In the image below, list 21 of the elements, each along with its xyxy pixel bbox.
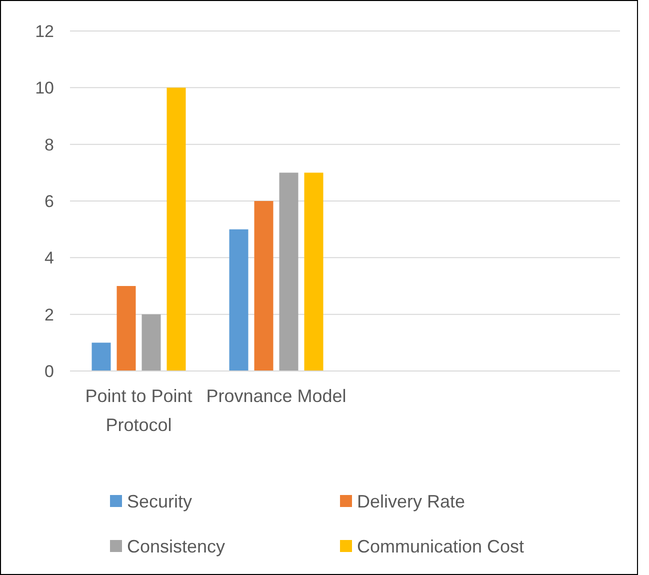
bar [229, 229, 248, 371]
bar [254, 201, 274, 371]
legend-label: Security [127, 491, 192, 512]
y-tick-label: 2 [44, 305, 54, 324]
legend-label: Delivery Rate [357, 491, 466, 512]
x-tick-label: Provnance Model [206, 386, 346, 406]
legend-label: Communication Cost [357, 536, 524, 556]
y-tick-label: 10 [35, 78, 54, 98]
legend-label: Consistency [127, 536, 226, 556]
y-tick-label: 12 [35, 22, 54, 41]
bar [166, 88, 186, 371]
bar [142, 314, 161, 371]
y-tick-label: 8 [44, 135, 54, 154]
y-tick-label: 6 [44, 192, 54, 211]
bar [304, 172, 324, 371]
bar [92, 342, 111, 371]
x-tick-label: Point to Point Protocol [85, 386, 192, 435]
bar [116, 286, 136, 371]
bar [279, 172, 298, 371]
y-tick-label: 0 [44, 362, 54, 381]
y-tick-label: 4 [44, 248, 54, 268]
